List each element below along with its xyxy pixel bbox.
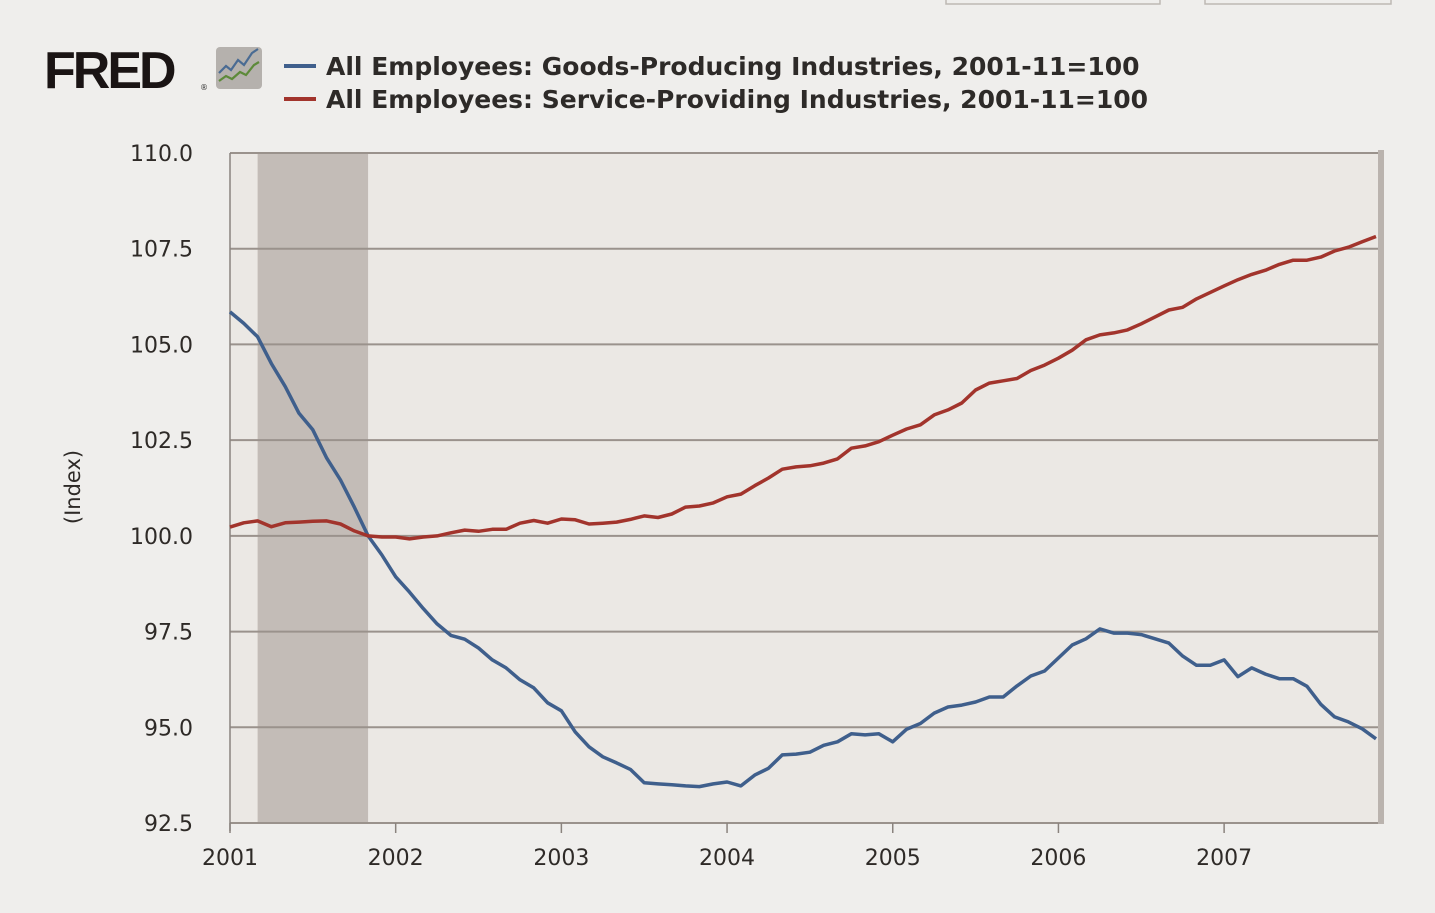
x-tick-label: 2002 — [368, 846, 424, 871]
legend: All Employees: Goods-Producing Industrie… — [284, 52, 1148, 114]
legend-label-services: All Employees: Service-Providing Industr… — [326, 85, 1148, 114]
top-control-box-1[interactable] — [945, 0, 1161, 5]
x-tick-label: 2004 — [699, 846, 755, 871]
y-tick-label: 107.5 — [130, 238, 193, 263]
top-control-box-2[interactable] — [1204, 0, 1392, 5]
x-tick-label: 2001 — [202, 846, 258, 871]
fred-logo: FRED ® — [44, 42, 262, 100]
y-tick-label: 105.0 — [130, 333, 193, 358]
y-tick-label: 100.0 — [130, 525, 193, 550]
plot-area — [230, 153, 1382, 823]
x-tick-label: 2007 — [1196, 846, 1252, 871]
recession-shading — [257, 153, 369, 823]
y-axis-label: (Index) — [61, 450, 85, 524]
y-tick-label: 92.5 — [144, 812, 193, 837]
legend-label-goods: All Employees: Goods-Producing Industrie… — [326, 52, 1140, 81]
registered-mark: ® — [200, 83, 208, 92]
fred-chart-icon — [216, 47, 262, 89]
right-edge-bar — [1378, 150, 1384, 824]
y-tick-label: 102.5 — [130, 429, 193, 454]
y-tick-label: 110.0 — [130, 142, 193, 167]
y-tick-label: 97.5 — [144, 621, 193, 646]
y-tick-label: 95.0 — [144, 716, 193, 741]
fred-logo-text: FRED — [44, 42, 175, 100]
x-tick-label: 2003 — [533, 846, 589, 871]
series-line-goods — [228, 310, 1378, 789]
series-line-services — [229, 234, 1377, 541]
x-tick-label: 2005 — [865, 846, 921, 871]
x-tick-label: 2006 — [1030, 846, 1086, 871]
